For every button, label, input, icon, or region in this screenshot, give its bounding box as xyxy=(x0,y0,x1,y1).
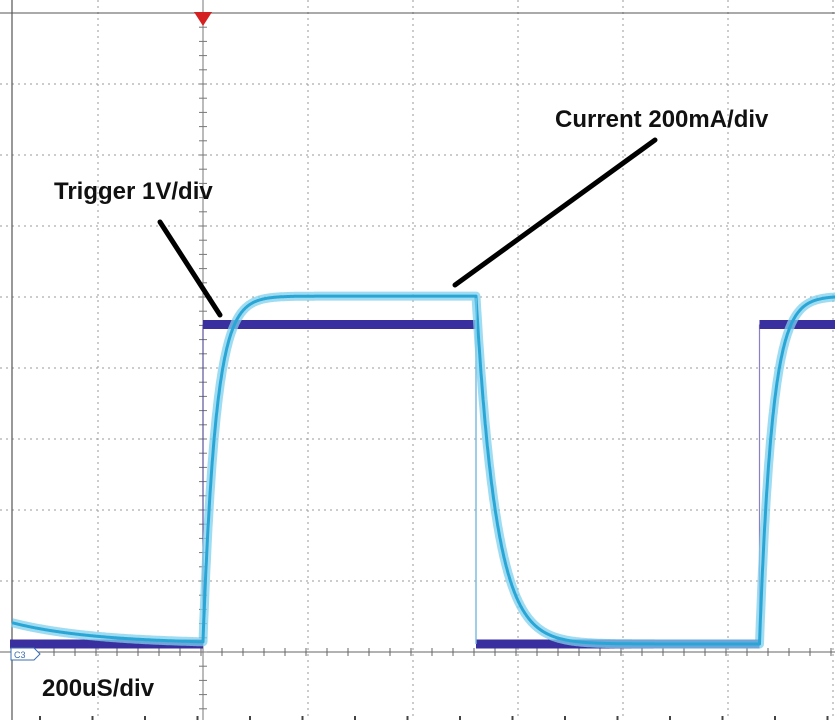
channel-ground-marker: C3 xyxy=(10,647,41,661)
current-trace xyxy=(10,294,835,646)
trigger-scale-label: Trigger 1V/div xyxy=(54,178,213,205)
current-trace-halo xyxy=(7,291,835,649)
callout-lines xyxy=(157,137,658,318)
trigger-position-marker xyxy=(194,12,212,26)
graticule-ticks xyxy=(11,12,832,720)
channel-ground-label: C3 xyxy=(14,650,26,660)
current-scale-label: Current 200mA/div xyxy=(555,106,769,133)
trigger-callout-line xyxy=(157,219,223,318)
current-callout-line xyxy=(452,137,658,288)
traces xyxy=(7,291,835,649)
timebase-label: 200uS/div xyxy=(42,675,155,702)
